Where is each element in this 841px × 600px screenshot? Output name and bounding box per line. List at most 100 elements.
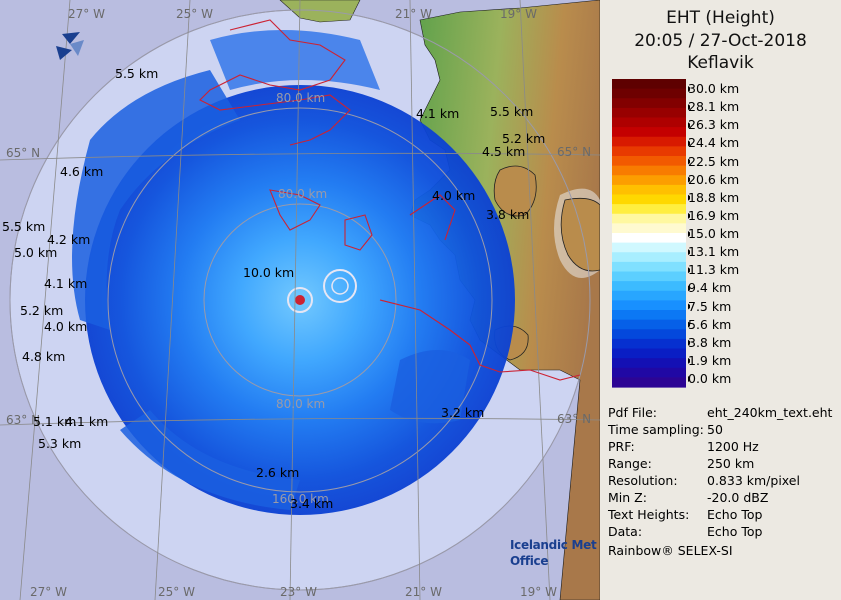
legend-swatch <box>612 281 686 292</box>
product-title: EHT (Height) <box>666 8 775 28</box>
height-label: 4.1 km <box>416 106 459 121</box>
height-label: 3.2 km <box>441 405 484 420</box>
legend-tick <box>688 194 690 201</box>
height-label: 4.0 km <box>432 188 475 203</box>
metadata-value: 250 km <box>707 456 755 471</box>
legend-label: 1.9 km <box>688 352 732 368</box>
radar-site-marker <box>295 295 305 305</box>
legend-swatch <box>612 338 686 350</box>
radar-map-svg: 27° W 25° W 21° W 19° W 27° W 25° W 23° … <box>0 0 600 600</box>
legend-tick <box>688 104 690 111</box>
legend-swatch <box>612 117 686 128</box>
legend-swatch <box>612 319 686 330</box>
height-labels: 5.5 km 4.1 km 5.5 km 5.2 km 4.5 km 4.6 k… <box>2 66 545 511</box>
legend-tick <box>688 267 690 274</box>
metadata-key: Min Z: <box>608 490 647 505</box>
legend-label: 15.0 km <box>688 226 740 241</box>
legend-tick <box>688 285 690 292</box>
legend-label: 3.8 km <box>688 334 732 350</box>
legend-swatch <box>612 204 686 215</box>
lon-label-top-1: 25° W <box>176 7 213 21</box>
legend-label: 13.1 km <box>688 244 740 260</box>
height-label: 5.1 km <box>33 414 76 429</box>
legend-tick <box>688 303 690 310</box>
legend-swatch <box>612 213 686 224</box>
glacier-2 <box>493 165 537 217</box>
metadata-value: 0.833 km/pixel <box>707 473 800 488</box>
vendor-text: Rainbow® SELEX-SI <box>608 543 733 558</box>
lat-label-left-0: 65° N <box>6 146 40 160</box>
height-label: 4.8 km <box>22 349 65 364</box>
metadata-value: -20.0 dBZ <box>707 490 769 505</box>
city-ring-inner <box>331 277 349 295</box>
range-label-south: 80.0 km <box>276 397 325 411</box>
legend-tick <box>688 321 690 328</box>
legend-tick <box>688 86 690 92</box>
metadata-value: 1200 Hz <box>707 439 759 454</box>
height-label: 5.5 km <box>2 219 45 234</box>
metadata-value: Echo Top <box>707 507 763 522</box>
legend-label: 20.6 km <box>688 171 740 187</box>
range-label-north: 80.0 km <box>276 91 325 105</box>
metadata-value: eht_240km_text.eht <box>707 405 833 420</box>
legend-swatch <box>612 377 686 388</box>
lon-label-bottom-3: 21° W <box>405 585 442 599</box>
legend-swatch <box>612 300 686 311</box>
legend-swatch <box>612 146 686 157</box>
legend-swatch <box>612 127 686 138</box>
legend-tick <box>688 249 690 256</box>
height-label: 4.5 km <box>482 144 525 159</box>
legend-tick <box>688 158 690 165</box>
legend-label: 28.1 km <box>688 99 740 115</box>
legend-swatch <box>612 88 686 99</box>
legend-tick <box>688 231 690 237</box>
legend-swatch <box>612 252 686 263</box>
legend-swatch <box>612 136 686 147</box>
metadata-key: Text Heights: <box>608 507 690 522</box>
range-label-outer: 160.0 km <box>272 492 329 506</box>
height-label: 4.0 km <box>44 319 87 334</box>
legend-tick <box>688 176 690 183</box>
legend-label: 30.0 km <box>688 81 740 96</box>
height-label: 5.3 km <box>38 436 81 451</box>
legend-swatch <box>612 367 686 378</box>
lon-label-top-0: 27° W <box>68 7 105 21</box>
legend-swatch <box>612 329 686 340</box>
legend-swatch <box>612 348 686 359</box>
legend-label: 24.4 km <box>688 135 740 151</box>
legend-swatch <box>612 358 686 369</box>
legend-tick <box>688 140 690 147</box>
legend-swatch <box>612 165 686 176</box>
lat-label-left-1: 63° N <box>6 413 40 427</box>
lon-label-bottom-2: 23° W <box>280 585 317 599</box>
height-label: 4.6 km <box>60 164 103 179</box>
legend-swatch <box>612 223 686 234</box>
legend-swatch <box>612 233 686 244</box>
legend-swatch <box>612 98 686 109</box>
height-label: 5.0 km <box>14 245 57 260</box>
radar-map[interactable]: 27° W 25° W 21° W 19° W 27° W 25° W 23° … <box>0 0 600 600</box>
height-label: 4.2 km <box>47 232 90 247</box>
legend-tick <box>688 212 690 219</box>
legend-label: 22.5 km <box>688 153 740 169</box>
metadata-key: Resolution: <box>608 473 678 488</box>
height-label: 2.6 km <box>256 465 299 480</box>
height-label: 5.2 km <box>20 303 63 318</box>
legend-label: 5.6 km <box>688 316 732 332</box>
legend-tick <box>688 122 690 129</box>
legend-swatch <box>612 290 686 301</box>
legend-tick <box>688 376 690 382</box>
lat-label-right-1: 63° N <box>557 412 591 426</box>
legend-swatch <box>612 184 686 196</box>
legend-swatch <box>612 261 686 273</box>
height-label: 4.1 km <box>44 276 87 291</box>
radar-site-ring <box>287 287 313 313</box>
color-legend-bar <box>612 79 690 388</box>
legend-label: 11.3 km <box>688 262 740 278</box>
height-label: 5.2 km <box>502 131 545 146</box>
metadata-value: 50 <box>707 422 723 437</box>
legend-label: 16.9 km <box>688 207 740 223</box>
glacier-4 <box>560 197 600 272</box>
legend-label: 18.8 km <box>688 189 740 205</box>
radar-station-name: Keflavik <box>687 53 754 73</box>
